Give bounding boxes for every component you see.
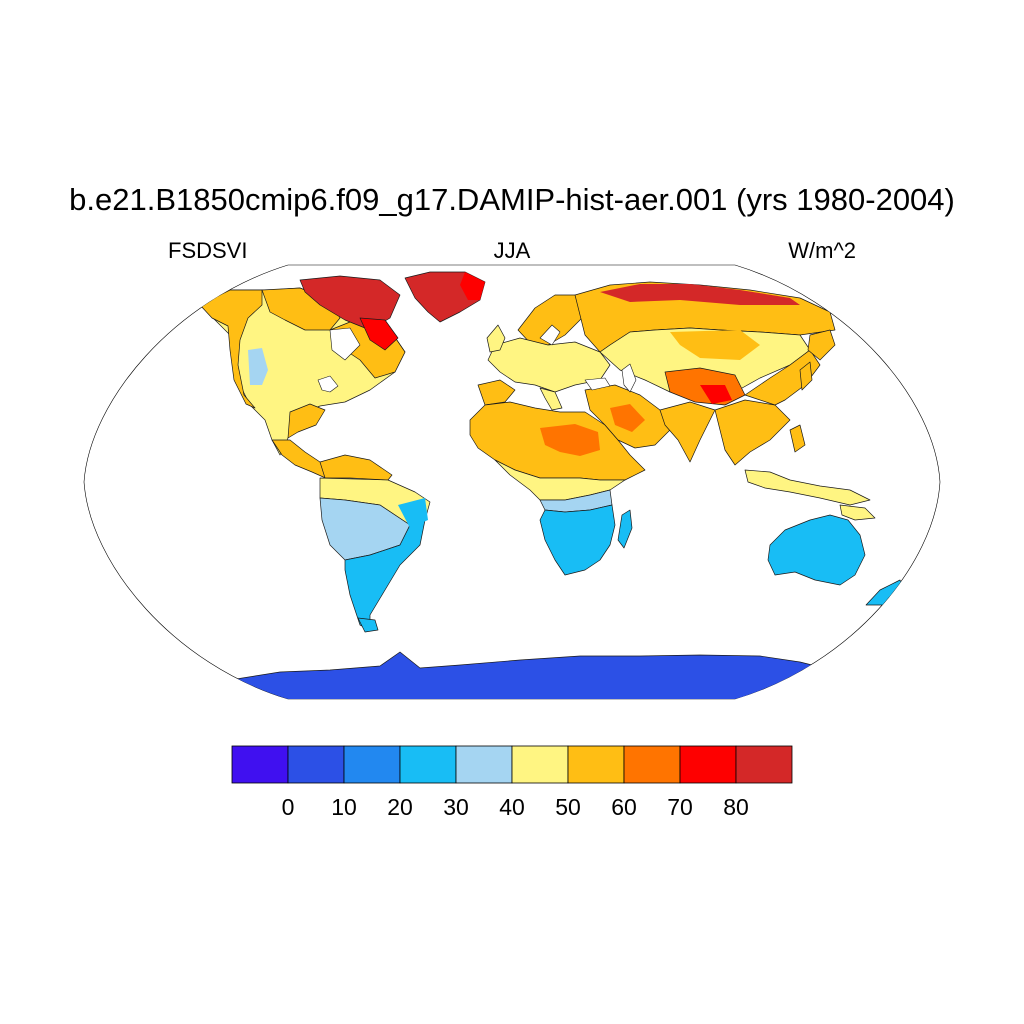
east-asia-land: [744, 349, 821, 406]
colorbar-label: 70: [667, 794, 693, 820]
season-label: JJA: [494, 238, 531, 263]
colorbar-box: [455, 745, 513, 784]
great-lakes: [317, 375, 339, 393]
madagascar-land: [617, 509, 633, 549]
colorbar-label: 40: [499, 794, 525, 820]
north-america-rockies: [248, 348, 268, 385]
black-sea: [584, 377, 611, 391]
colorbar-label: 0: [282, 794, 295, 820]
patagonia-tip: [357, 617, 379, 633]
arabia-hotspot: [610, 404, 645, 432]
colorbar-labels: 0 10 20 30 40 50 60 70 80: [282, 794, 749, 820]
greenland-coast: [460, 272, 485, 300]
baltic-sea: [539, 324, 561, 346]
map: [83, 264, 941, 700]
north-america-west-coast: [199, 289, 263, 409]
india-land: [659, 401, 716, 463]
southern-africa-land: [539, 504, 616, 576]
colorbar-label: 10: [331, 794, 357, 820]
colorbar-box: [567, 745, 625, 784]
new-guinea-land: [839, 504, 876, 521]
units-label: W/m^2: [788, 238, 856, 263]
colorbar-box: [679, 745, 737, 784]
colorbar-label: 30: [443, 794, 469, 820]
colorbar-label: 20: [387, 794, 413, 820]
us-southeast: [287, 403, 326, 439]
colorbar-box: [735, 745, 793, 784]
southeast-asia-land: [714, 399, 791, 466]
indonesia-land: [744, 469, 871, 506]
south-america-south: [344, 519, 426, 631]
colorbar-box: [399, 745, 457, 784]
tibet-hotspot: [700, 385, 732, 404]
colorbar-boxes: [231, 745, 793, 784]
uk-land: [486, 324, 506, 353]
siberia-orange: [670, 330, 760, 360]
colorbar-box: [287, 745, 345, 784]
arctic-siberia: [600, 284, 800, 305]
australia-land: [767, 514, 866, 586]
colorbar-box: [343, 745, 401, 784]
colorbar-box: [231, 745, 289, 784]
arctic-islands-red: [359, 317, 399, 351]
colorbar-box: [623, 745, 681, 784]
kamchatka-land: [807, 329, 836, 361]
colorbar-label: 50: [555, 794, 581, 820]
sahara-hotspot: [540, 424, 600, 456]
brazil-east-coast: [398, 498, 428, 528]
philippines-land: [789, 424, 806, 453]
colorbar-label: 60: [611, 794, 637, 820]
japan-land: [799, 361, 813, 391]
colorbar: 0 10 20 30 40 50 60 70 80: [231, 745, 793, 820]
hudson-bay: [329, 327, 361, 361]
colorbar-label: 80: [723, 794, 749, 820]
caspian-sea: [621, 363, 637, 393]
iberia-land: [477, 379, 516, 406]
variable-label: FSDSVI: [168, 238, 247, 263]
colorbar-box: [511, 745, 569, 784]
italy-land: [539, 387, 563, 411]
plot-title: b.e21.B1850cmip6.f09_g17.DAMIP-hist-aer.…: [69, 182, 955, 217]
